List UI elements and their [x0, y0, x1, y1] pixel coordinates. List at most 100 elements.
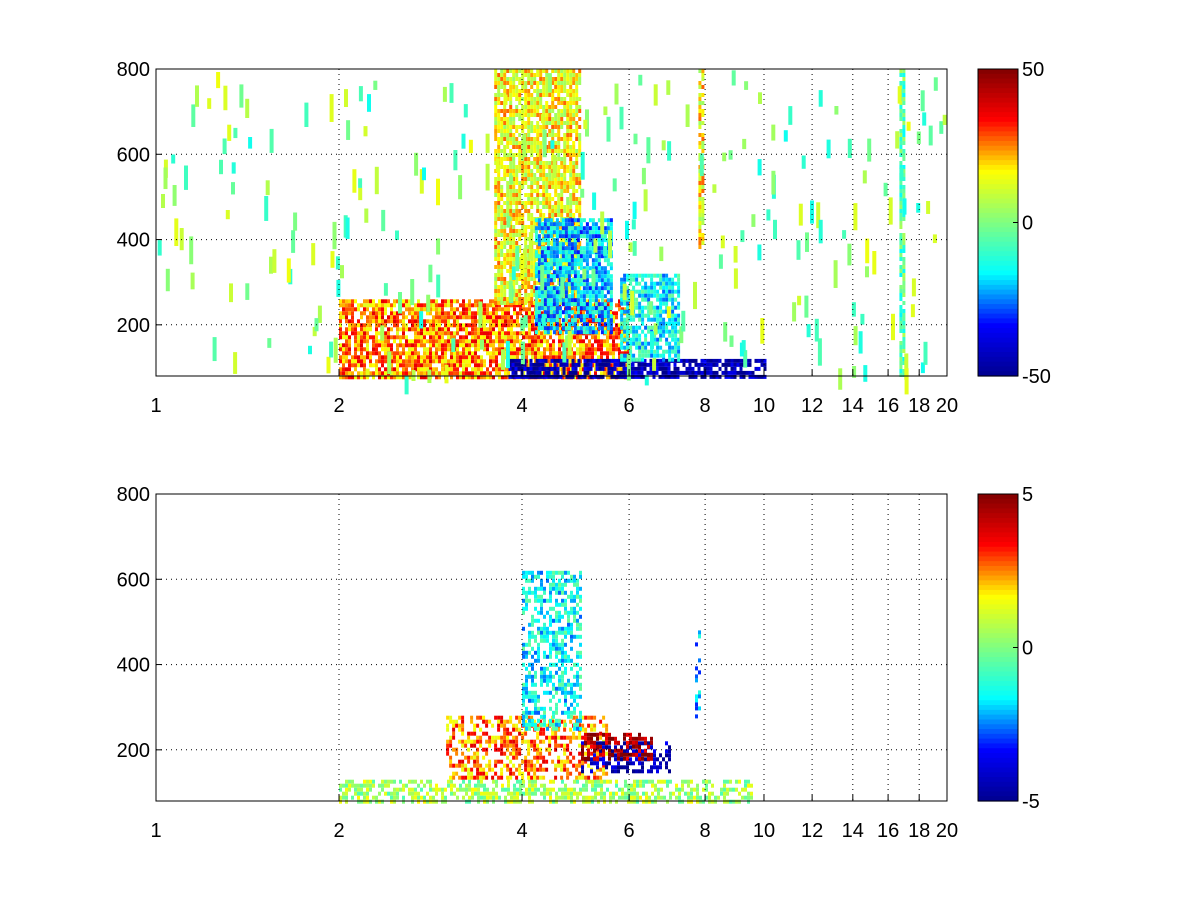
heatmap-cell: [515, 169, 519, 173]
heatmap-cell: [375, 315, 378, 320]
heatmap-cell: [483, 319, 486, 324]
heatmap-cell: [542, 105, 546, 109]
heatmap-cell: [591, 222, 595, 227]
heatmap-cell: [667, 141, 672, 161]
heatmap-cell: [546, 242, 550, 247]
heatmap-cell: [899, 329, 903, 333]
heatmap-cell: [498, 375, 501, 380]
heatmap-cell: [468, 783, 471, 788]
heatmap-cell: [902, 149, 906, 153]
heatmap-cell: [555, 322, 559, 327]
heatmap-cell: [537, 278, 541, 283]
heatmap-cell: [393, 355, 396, 360]
heatmap-cell: [429, 347, 432, 352]
heatmap-cell: [731, 70, 736, 86]
heatmap-cell: [572, 161, 576, 165]
heatmap-cell: [411, 347, 414, 352]
heatmap-cell: [557, 137, 561, 141]
heatmap-cell: [387, 315, 390, 320]
heatmap-cell: [543, 218, 547, 223]
heatmap-cell: [594, 278, 598, 283]
heatmap-cell: [578, 197, 582, 201]
heatmap-cell: [518, 133, 522, 137]
heatmap-cell: [477, 375, 480, 380]
heatmap-cell: [751, 370, 755, 375]
heatmap-cell: [591, 294, 595, 299]
heatmap-cell: [442, 86, 447, 102]
heatmap-cell: [698, 125, 702, 129]
heatmap-cell: [578, 185, 582, 189]
heatmap-cell: [792, 302, 797, 322]
heatmap-cell: [583, 362, 587, 367]
heatmap-cell: [531, 303, 534, 308]
heatmap-cell: [560, 189, 564, 193]
heatmap-cell: [899, 81, 903, 85]
heatmap-cell: [393, 319, 396, 324]
heatmap-cell: [709, 362, 713, 367]
heatmap-cell: [171, 154, 176, 164]
heatmap-cell: [408, 307, 411, 312]
heatmap-cell: [531, 351, 534, 356]
heatmap-cell: [358, 187, 363, 201]
heatmap-cell: [506, 137, 510, 141]
heatmap-cell: [609, 347, 612, 352]
heatmap-cell: [573, 238, 577, 243]
heatmap-cell: [632, 341, 636, 346]
heatmap-cell: [494, 249, 498, 253]
heatmap-cell: [529, 374, 533, 379]
heatmap-cell: [543, 335, 546, 340]
heatmap-cell: [360, 371, 363, 376]
heatmap-cell: [462, 327, 465, 332]
heatmap-cell: [453, 371, 456, 376]
heatmap-cell: [414, 795, 417, 800]
heatmap-cell: [511, 370, 515, 375]
heatmap-cell: [644, 333, 648, 338]
heatmap-cell: [656, 281, 660, 286]
heatmap-cell: [548, 181, 552, 185]
heatmap-cell: [432, 371, 435, 376]
heatmap-cell: [351, 299, 354, 304]
heatmap-cell: [506, 193, 510, 197]
heatmap-cell: [515, 129, 519, 133]
heatmap-cell: [500, 185, 504, 189]
heatmap-cell: [507, 323, 510, 328]
heatmap-cell: [524, 157, 528, 161]
heatmap-cell: [549, 290, 553, 295]
heatmap-cell: [573, 278, 577, 283]
heatmap-cell: [594, 335, 597, 340]
heatmap-cell: [531, 315, 534, 320]
heatmap-cell: [524, 97, 528, 101]
heatmap-cell: [538, 366, 542, 371]
heatmap-cell: [561, 258, 565, 263]
heatmap-cell: [530, 301, 534, 305]
heatmap-cell: [450, 791, 453, 796]
heatmap-cell: [354, 347, 357, 352]
heatmap-cell: [411, 799, 414, 804]
heatmap-cell: [562, 362, 566, 367]
heatmap-cell: [512, 165, 516, 169]
heatmap-cell: [578, 77, 582, 81]
heatmap-cell: [432, 315, 435, 320]
heatmap-cell: [634, 374, 638, 379]
heatmap-cell: [360, 303, 363, 308]
heatmap-cell: [655, 366, 659, 371]
heatmap-cell: [506, 205, 510, 209]
heatmap-cell: [500, 141, 504, 145]
heatmap-cell: [623, 353, 627, 358]
heatmap-cell: [653, 337, 657, 342]
heatmap-cell: [468, 311, 471, 316]
heatmap-cell: [543, 286, 547, 291]
heatmap-cell: [553, 370, 557, 375]
heatmap-cell: [504, 323, 507, 328]
heatmap-cell: [375, 347, 378, 352]
heatmap-cell: [685, 104, 690, 127]
heatmap-cell: [573, 351, 576, 356]
heatmap-cell: [899, 317, 903, 321]
heatmap-cell: [432, 351, 435, 356]
heatmap-cell: [269, 128, 274, 153]
heatmap-cell: [644, 341, 648, 346]
heatmap-cell: [557, 101, 561, 105]
heatmap-cell: [465, 351, 468, 356]
heatmap-cell: [471, 355, 474, 360]
heatmap-cell: [492, 315, 495, 320]
